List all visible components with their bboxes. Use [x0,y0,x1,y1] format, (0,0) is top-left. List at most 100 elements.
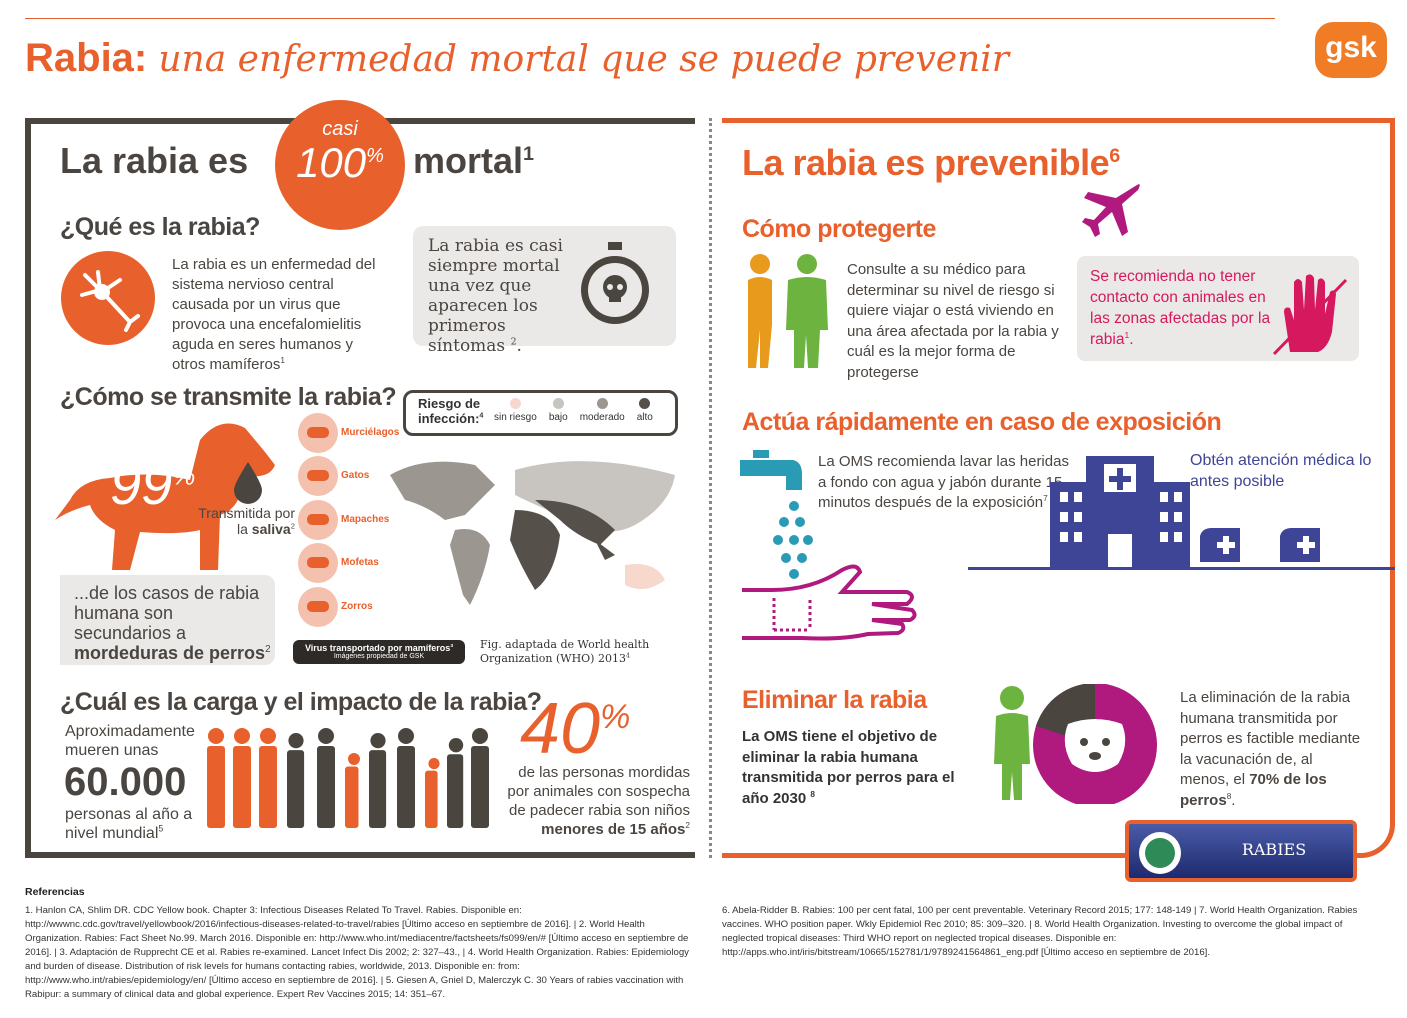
virus-caption-box: Virus transportado por mamíferos3 Imágen… [293,640,465,664]
animal-row: Mapaches [298,499,418,542]
section-title: ¿Cómo se transmite la rabia? [60,383,397,411]
bold: menores de 15 años [541,821,686,838]
legend-item: sin riesgo [494,398,537,423]
person-body [259,746,277,828]
faucet-icon [740,450,813,579]
ref: 8 [810,789,815,799]
end: . [1129,331,1134,348]
text: La OMS recomienda lavar las heridas a fo… [818,453,1069,511]
number: 40 [520,689,601,769]
animal-label: Mofetas [341,557,379,569]
text: Transmitida por la [198,505,295,537]
act-text: La OMS recomienda lavar las heridas a fo… [818,452,1080,514]
goal-text: La OMS tiene el objetivo de eliminar la … [742,727,962,809]
stopwatch-icon [581,242,649,324]
number: 100 [296,139,367,186]
person-head [448,738,464,753]
animal-figure [307,427,329,438]
page-title: Rabia: una enfermedad mortal que se pued… [25,36,1009,81]
animal-label: Murciélagos [341,427,400,438]
references-right: 6. Abela-Ridder B. Rabies: 100 per cent … [722,905,1358,958]
person-head [348,753,360,765]
percent-99: 99% [110,452,195,517]
ref: 5 [158,823,164,834]
legend-label: sin riesgo [494,412,537,423]
virus-caption: Virus transportado por mamíferos3 [293,643,465,653]
legend-label: alto [636,412,653,423]
box-text: La rabia es casi siempre mortal una vez … [428,236,563,356]
animal-label: Zorros [341,600,373,612]
ref: 2 [290,521,295,531]
person-body [471,746,489,828]
legend-title: Riesgo de infección:4 [418,396,490,426]
person-head [260,728,276,744]
animal-row: Mofetas [298,543,418,585]
references-left: 1. Hanlon CA, Shlim DR. CDC Yellow book.… [25,905,689,1000]
animal-row: Murciélagos [298,413,418,455]
legend: sin riesgo bajo moderado alto [494,398,653,423]
person-head [370,733,386,749]
person-body [369,750,387,828]
section-title: Actúa rápidamente en caso de exposición [742,408,1222,436]
person-head [428,758,440,770]
ref: 2 [510,336,517,348]
drop-icon [234,462,262,504]
saliva-text: Transmitida por la saliva2 [190,505,295,537]
bold: saliva [251,521,291,537]
text: La rabia es un enfermedad del sistema ne… [172,256,376,373]
section-title: Eliminar la rabia [742,686,927,714]
number: 99 [110,453,173,516]
text: La rabia es casi siempre mortal una vez … [428,236,563,356]
text: personas al año a nivel mundial [65,806,193,842]
legend-box [403,390,678,436]
legend-swatch [639,398,651,409]
text: Se recomienda no tener contacto con anim… [1090,268,1271,348]
legend-label: bajo [548,412,568,423]
bold: 70% de los perros [1180,771,1327,809]
title-italic: una enfermedad mortal que se puede preve… [158,39,1009,80]
legend-swatch [509,398,521,409]
cases-box [60,575,275,665]
title-bold: Rabia: [25,36,148,80]
ref: 2 [685,821,690,830]
text: Riesgo de infección: [418,396,481,426]
text: ...de los casos de rabia humana son secu… [74,583,260,643]
mortal: mortal [413,140,524,181]
legend-swatch [596,398,608,409]
legend-label: moderado [579,412,625,423]
animal-label: Gatos [341,470,370,482]
hospital-icon [968,456,1395,570]
animal-row: Gatos [298,456,418,498]
person-head [234,728,250,744]
section-title: ¿Qué es la rabia? [60,213,260,241]
legend-item: bajo [549,398,568,423]
woman-dog-icon [994,684,1157,804]
person-head [398,728,414,744]
what-text: La rabia es un enfermedad del sistema ne… [172,255,387,375]
legend-item: alto [637,398,653,423]
ref: 7 [1043,494,1048,503]
header-rule [25,18,1275,19]
care-text: Obtén atención médica lo antes posible [1190,452,1372,490]
plane-icon [1082,184,1140,237]
text: Fig. adaptada de World health Organizati… [480,638,650,665]
hand-icon [742,564,917,641]
ref: 1 [1124,329,1130,340]
text: de las personas mordidas por animales co… [507,764,690,819]
world-map [390,461,675,605]
patient-doctor-icon [748,254,828,368]
text: Virus transportado por mamíferos [304,643,451,653]
left-heading-pre: La rabia es [60,140,249,181]
section-title: ¿Cuál es la carga y el impacto de la rab… [60,688,542,716]
burden-pre: Aproximadamente mueren unas [65,723,195,759]
person-body [425,770,438,828]
animal-row: Zorros [298,586,418,629]
dog-silhouette [55,423,275,570]
right-frame [722,118,1395,858]
burden-number: 60.000 [64,760,187,804]
animal-figure [307,513,329,525]
globe-icon [1139,832,1181,874]
right-heading: La rabia es prevenible6 [742,142,1120,184]
person-head [472,728,488,744]
person-body [207,746,225,828]
